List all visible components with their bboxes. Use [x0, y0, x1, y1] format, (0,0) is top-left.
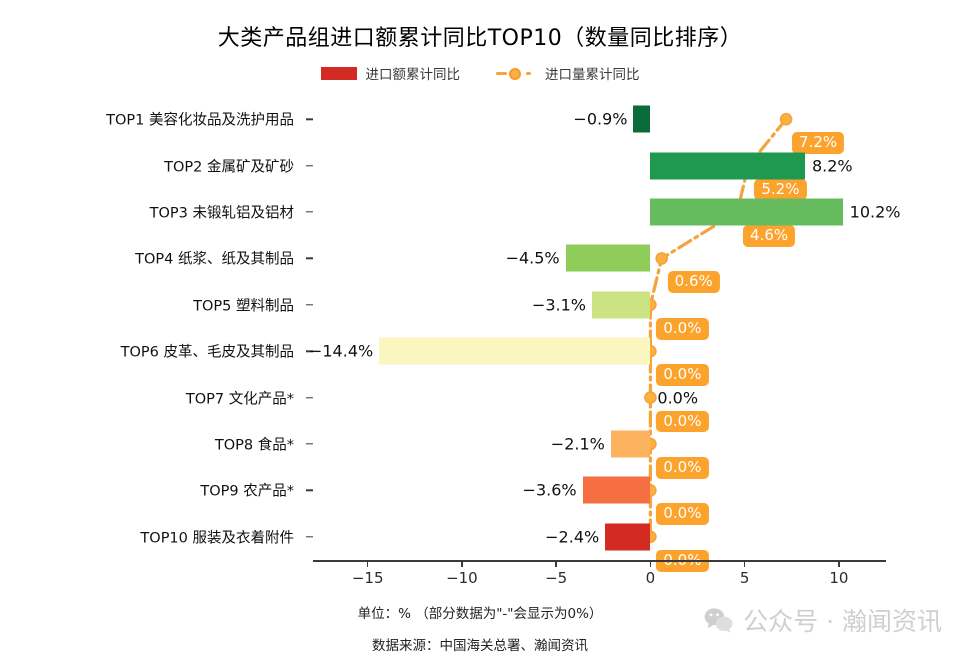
- category-label: TOP3 未锻轧铝及铝材: [149, 205, 294, 222]
- y-axis-tick: [306, 489, 313, 492]
- bar: [633, 105, 651, 133]
- bar: [605, 523, 651, 551]
- y-axis-tick: [306, 304, 313, 306]
- y-axis-tick: [306, 164, 313, 167]
- bar-value-label: −2.4%: [545, 527, 600, 547]
- y-axis-tick: [306, 536, 313, 538]
- bar: [591, 291, 651, 319]
- category-label: TOP5 塑料制品: [193, 298, 294, 315]
- category-label: TOP10 服装及衣着附件: [140, 530, 294, 547]
- x-axis-tick: [743, 560, 746, 567]
- bar-value-label: 0.0%: [657, 388, 699, 408]
- bar: [378, 337, 651, 365]
- x-axis-tick: [838, 560, 840, 567]
- chart-title: 大类产品组进口额累计同比TOP10（数量同比排序）: [217, 26, 743, 51]
- x-axis-line: [313, 560, 886, 562]
- line-point-label: 0.0%: [654, 501, 711, 528]
- wechat-icon: [704, 608, 733, 633]
- x-axis-tick: [649, 560, 652, 567]
- footer-unit-note: 单位：% （部分数据为"-"会显示为0%）: [357, 606, 603, 622]
- y-axis-tick: [306, 350, 313, 352]
- bar-value-label: 8.2%: [811, 156, 853, 176]
- bar-value-label: −3.6%: [522, 480, 577, 500]
- category-label: TOP1 美容化妆品及洗护用品: [106, 112, 294, 129]
- bar: [610, 430, 651, 458]
- line-point-label: 0.0%: [654, 455, 711, 481]
- category-label: TOP8 食品*: [214, 437, 294, 454]
- bar: [565, 244, 651, 272]
- x-axis-tick-label: −5: [545, 569, 568, 587]
- bar-value-label: −3.1%: [531, 295, 587, 315]
- bar-value-label: −2.1%: [550, 434, 605, 454]
- watermark-text: 公众号 · 瀚闻资讯: [743, 607, 942, 636]
- chart-legend: 进口额累计同比 进口量累计同比: [0, 63, 960, 83]
- line-point-label: 0.0%: [654, 408, 711, 435]
- x-axis-tick: [366, 560, 369, 567]
- bar-value-label: −4.5%: [505, 248, 560, 268]
- x-axis-tick-label: −15: [351, 569, 384, 587]
- bar-value-label: 10.2%: [849, 202, 901, 222]
- category-label: TOP9 农产品*: [200, 483, 294, 500]
- legend-bar-swatch-icon: [320, 66, 357, 80]
- legend-label-import-value: 进口额累计同比: [365, 67, 461, 83]
- line-point-label: 0.0%: [654, 362, 711, 388]
- x-axis-tick-label: 5: [739, 569, 750, 587]
- legend-item-import-volume: 进口量累计同比: [496, 63, 640, 83]
- x-axis-tick-label: 10: [829, 569, 849, 587]
- y-axis-tick: [306, 443, 313, 445]
- y-axis-tick: [306, 118, 313, 120]
- bar: [650, 152, 805, 180]
- legend-line-swatch-icon: [496, 67, 536, 80]
- category-label: TOP4 纸浆、纸及其制品: [135, 251, 294, 268]
- x-axis-tick: [555, 560, 557, 567]
- bar: [650, 198, 843, 226]
- x-axis-tick-label: 0: [645, 569, 656, 587]
- x-axis-tick: [461, 560, 463, 567]
- category-label: TOP7 文化产品*: [185, 391, 294, 408]
- category-label: TOP6 皮革、毛皮及其制品: [120, 344, 294, 361]
- line-point-label: 7.2%: [790, 130, 847, 156]
- legend-item-import-value: 进口额累计同比: [320, 63, 461, 83]
- legend-label-import-volume: 进口量累计同比: [545, 67, 640, 83]
- bar: [582, 476, 651, 504]
- line-point-label: 0.0%: [654, 315, 711, 342]
- watermark: 公众号 · 瀚闻资讯: [704, 602, 942, 638]
- y-axis-tick: [306, 211, 313, 213]
- bar-value-label: −0.9%: [573, 109, 628, 129]
- line-point-label: 5.2%: [752, 176, 809, 203]
- bar-value-label: −14.4%: [308, 341, 374, 361]
- y-axis-tick: [306, 257, 313, 260]
- y-axis-tick: [306, 396, 313, 399]
- line-point-label: 4.6%: [741, 223, 798, 249]
- footer-source-note: 数据来源：中国海关总署、瀚闻资讯: [372, 638, 588, 654]
- category-label: TOP2 金属矿及矿砂: [164, 159, 294, 176]
- x-axis-tick-label: −10: [446, 569, 478, 587]
- line-point-label: 0.6%: [665, 269, 722, 296]
